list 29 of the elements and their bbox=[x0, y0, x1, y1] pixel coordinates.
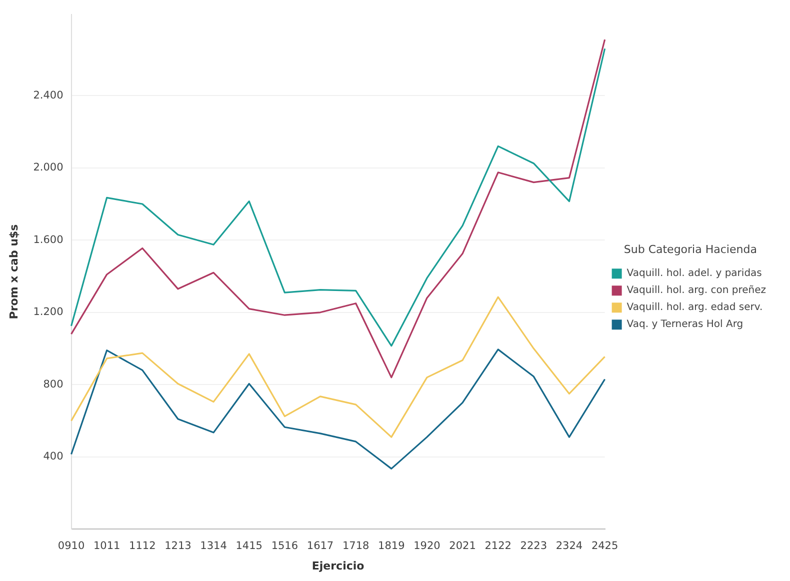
x-tick-label: 2324 bbox=[556, 540, 583, 552]
legend-title: Sub Categoria Hacienda bbox=[624, 242, 757, 256]
x-tick-label: 0910 bbox=[58, 540, 85, 552]
legend-label: Vaq. y Terneras Hol Arg bbox=[626, 319, 744, 330]
y-tick-label: 2.000 bbox=[33, 162, 64, 174]
legend-label: Vaquill. hol. adel. y paridas bbox=[626, 268, 762, 280]
y-tick-label: 1.600 bbox=[33, 234, 64, 246]
x-tick-label: 1415 bbox=[236, 540, 262, 552]
x-tick-label: 1314 bbox=[200, 540, 228, 552]
x-tick-label: 1516 bbox=[271, 540, 298, 552]
y-tick-label: 400 bbox=[43, 450, 64, 463]
x-tick-label: 2122 bbox=[484, 540, 512, 552]
legend-label: Vaquill. hol. arg. con preñez bbox=[626, 285, 766, 296]
x-tick-label: 1617 bbox=[306, 540, 334, 552]
x-tick-label: 1819 bbox=[378, 540, 405, 552]
x-tick-label: 1718 bbox=[342, 540, 370, 552]
x-tick-label: 1213 bbox=[164, 540, 192, 552]
x-tick-label: 1112 bbox=[129, 540, 156, 552]
x-tick-label: 2425 bbox=[591, 540, 618, 552]
x-axis-title: Ejercicio bbox=[312, 559, 365, 572]
x-tick-label: 2223 bbox=[520, 540, 548, 552]
y-tick-label: 1.200 bbox=[33, 306, 64, 318]
y-tick-label: 800 bbox=[43, 378, 64, 390]
x-tick-label: 2021 bbox=[449, 540, 476, 552]
y-axis-title: Prom x cab u$s bbox=[7, 224, 20, 320]
x-tick-label: 1920 bbox=[414, 540, 440, 552]
legend-label: Vaquill. hol. arg. edad serv. bbox=[626, 302, 763, 314]
x-tick-label: 1011 bbox=[93, 540, 120, 552]
y-tick-label: 2.400 bbox=[33, 89, 64, 102]
